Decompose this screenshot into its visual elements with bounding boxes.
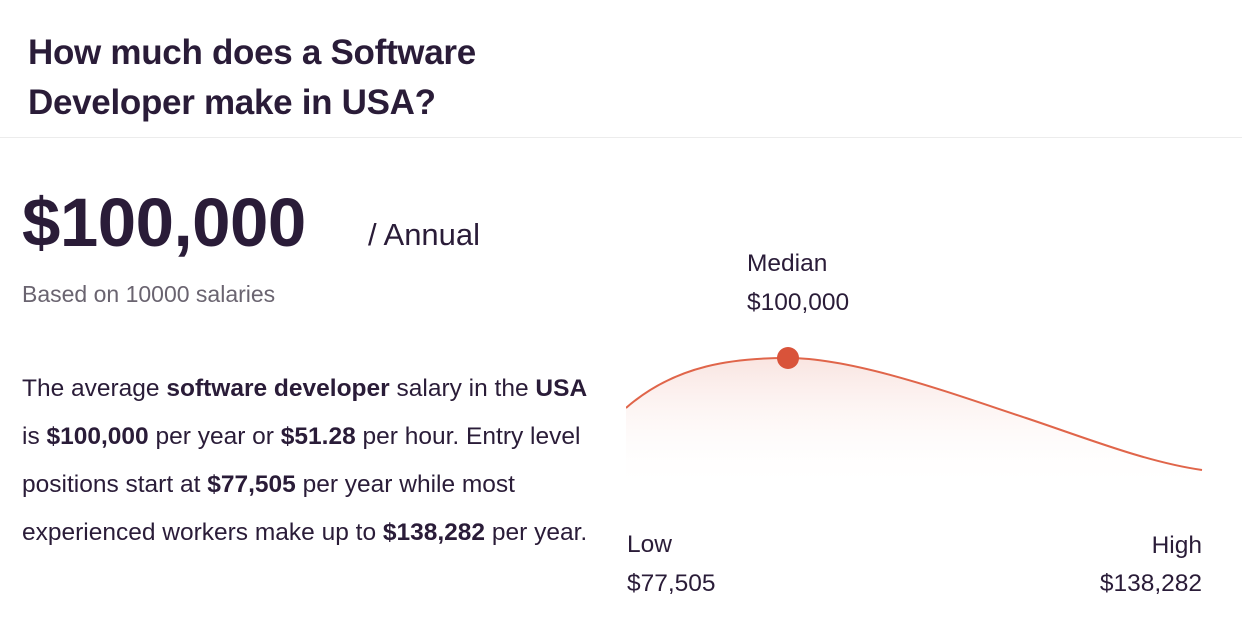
summary-annual: $100,000	[46, 423, 149, 450]
salary-distribution-chart: Median $100,000 Low $77,505 High $138,28…	[626, 240, 1206, 610]
based-on-text: Based on 10000 salaries	[22, 281, 276, 307]
summary-entry: $77,505	[207, 471, 296, 498]
summary-hourly: $51.28	[280, 423, 356, 450]
high-label: High	[1151, 532, 1202, 559]
page-title: How much does a Software Developer make …	[28, 33, 476, 122]
summary-text: per year while most experienced workers …	[22, 471, 515, 546]
distribution-curve-svg	[626, 347, 1203, 490]
summary-country: USA	[535, 375, 588, 402]
high-value: $138,282	[1099, 570, 1202, 597]
low-label: Low	[627, 531, 672, 558]
distribution-area	[626, 358, 1202, 490]
summary-text: The average	[22, 375, 167, 402]
summary-text: salary in the	[389, 375, 536, 402]
distribution-curve	[626, 356, 1203, 471]
summary-text: per year or	[148, 423, 281, 450]
summary-top: $138,282	[382, 519, 486, 546]
low-value: $77,505	[627, 570, 716, 597]
salary-amount: $100,000	[22, 184, 306, 261]
summary-text: per hour. Entry level positions start at	[22, 423, 581, 498]
summary-text: is	[22, 423, 47, 450]
salary-period: / Annual	[368, 217, 481, 252]
median-value: $100,000	[747, 289, 850, 316]
page-header: How much does a Software Developer make …	[0, 0, 1242, 138]
median-marker	[777, 347, 799, 369]
salary-summary: The average software developer salary in…	[22, 365, 592, 557]
summary-text: per year.	[485, 519, 588, 546]
median-label: Median	[747, 250, 828, 277]
summary-role: software developer	[166, 375, 390, 402]
